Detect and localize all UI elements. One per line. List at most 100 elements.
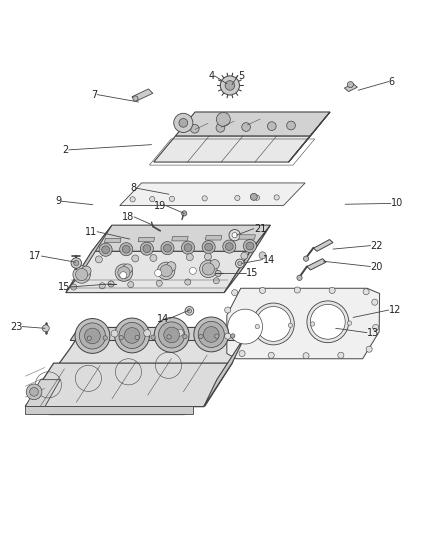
Circle shape xyxy=(203,327,219,342)
Circle shape xyxy=(150,197,155,201)
Circle shape xyxy=(311,322,315,326)
Circle shape xyxy=(167,335,171,339)
Circle shape xyxy=(254,195,260,200)
Circle shape xyxy=(363,289,369,295)
Circle shape xyxy=(268,352,274,358)
Polygon shape xyxy=(132,89,153,101)
Text: 10: 10 xyxy=(391,198,403,208)
Polygon shape xyxy=(204,336,245,407)
Circle shape xyxy=(205,253,212,260)
Circle shape xyxy=(177,329,184,336)
Circle shape xyxy=(75,319,110,353)
Polygon shape xyxy=(25,406,193,415)
Circle shape xyxy=(118,266,130,279)
Circle shape xyxy=(183,335,187,339)
Circle shape xyxy=(128,281,134,288)
Circle shape xyxy=(241,252,248,259)
Circle shape xyxy=(87,336,92,341)
Text: 11: 11 xyxy=(85,227,97,237)
Circle shape xyxy=(182,211,187,216)
Circle shape xyxy=(111,330,118,337)
Text: 6: 6 xyxy=(389,77,395,86)
Circle shape xyxy=(174,114,193,133)
Circle shape xyxy=(202,240,215,254)
Circle shape xyxy=(226,243,233,251)
Circle shape xyxy=(246,242,254,250)
Polygon shape xyxy=(314,239,333,251)
Circle shape xyxy=(238,261,242,265)
Circle shape xyxy=(170,196,174,201)
Circle shape xyxy=(231,334,235,338)
Circle shape xyxy=(213,278,219,284)
Polygon shape xyxy=(344,84,357,92)
Circle shape xyxy=(120,272,127,279)
Polygon shape xyxy=(239,235,255,239)
Circle shape xyxy=(187,309,191,313)
Circle shape xyxy=(215,334,219,338)
Circle shape xyxy=(215,270,221,277)
Circle shape xyxy=(179,118,187,127)
Circle shape xyxy=(26,384,42,400)
Text: 12: 12 xyxy=(389,305,401,315)
Circle shape xyxy=(373,325,379,330)
Circle shape xyxy=(155,270,162,277)
Circle shape xyxy=(185,279,191,285)
Circle shape xyxy=(189,268,196,274)
Circle shape xyxy=(135,335,139,340)
Polygon shape xyxy=(66,251,251,293)
Circle shape xyxy=(225,307,231,313)
Circle shape xyxy=(181,241,194,254)
Circle shape xyxy=(268,122,276,131)
Text: 4: 4 xyxy=(208,71,215,81)
Text: 9: 9 xyxy=(55,196,61,206)
Circle shape xyxy=(154,318,189,352)
Circle shape xyxy=(103,336,107,340)
Circle shape xyxy=(220,76,240,95)
Circle shape xyxy=(99,243,112,256)
Circle shape xyxy=(311,304,345,339)
Circle shape xyxy=(274,195,279,200)
Circle shape xyxy=(73,266,90,283)
Circle shape xyxy=(120,243,133,256)
Polygon shape xyxy=(154,136,311,162)
Polygon shape xyxy=(205,236,222,240)
Text: 7: 7 xyxy=(91,90,97,100)
Polygon shape xyxy=(227,288,380,359)
Circle shape xyxy=(122,245,130,253)
Polygon shape xyxy=(138,237,155,242)
Circle shape xyxy=(205,243,212,251)
Circle shape xyxy=(164,327,180,343)
Circle shape xyxy=(225,333,231,339)
Circle shape xyxy=(99,282,105,289)
Circle shape xyxy=(303,353,309,359)
Circle shape xyxy=(159,322,185,348)
Text: 5: 5 xyxy=(238,71,244,81)
Circle shape xyxy=(210,260,219,269)
Polygon shape xyxy=(307,259,326,270)
Circle shape xyxy=(199,334,203,338)
Circle shape xyxy=(242,123,251,131)
Text: 18: 18 xyxy=(122,212,134,222)
Circle shape xyxy=(81,266,91,276)
Polygon shape xyxy=(120,183,305,206)
Text: 2: 2 xyxy=(63,145,69,155)
Circle shape xyxy=(71,258,81,268)
Circle shape xyxy=(329,287,335,294)
Circle shape xyxy=(144,329,151,336)
Circle shape xyxy=(150,255,157,262)
Polygon shape xyxy=(176,112,330,136)
Circle shape xyxy=(185,306,194,315)
Circle shape xyxy=(366,346,372,352)
Circle shape xyxy=(228,309,262,344)
Circle shape xyxy=(216,124,225,132)
Circle shape xyxy=(287,121,295,130)
Circle shape xyxy=(75,269,88,280)
Circle shape xyxy=(184,244,192,252)
Circle shape xyxy=(151,335,155,340)
Circle shape xyxy=(157,262,175,279)
Circle shape xyxy=(79,323,106,349)
Circle shape xyxy=(294,287,300,293)
Circle shape xyxy=(156,280,162,286)
Circle shape xyxy=(200,260,217,278)
Circle shape xyxy=(119,335,124,340)
